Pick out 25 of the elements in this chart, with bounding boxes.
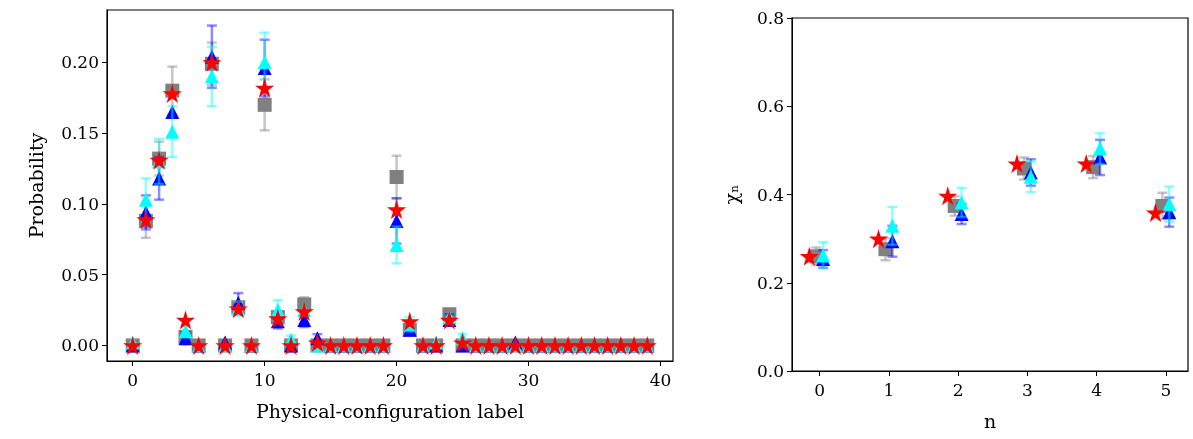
y-tick-label: 0.2 xyxy=(756,272,784,293)
x-axis-title: n xyxy=(983,409,997,432)
x-tick-label: 40 xyxy=(649,369,672,390)
y-tick-label: 0.6 xyxy=(756,96,784,117)
y-axis-title: χₙ xyxy=(719,184,742,205)
x-axis-title: Physical-configuration label xyxy=(255,399,525,422)
y-tick-label: 0.0 xyxy=(756,361,784,381)
x-tick-label: 4 xyxy=(1091,379,1103,400)
y-tick-label: 0.20 xyxy=(61,52,99,73)
y-axis-title: Probability xyxy=(24,132,47,239)
x-tick-label: 20 xyxy=(385,369,408,390)
x-tick-label: 0 xyxy=(814,379,826,400)
x-tick-label: 3 xyxy=(1021,379,1033,400)
x-tick-label: 2 xyxy=(952,379,964,400)
y-tick-label: 0.8 xyxy=(756,8,784,28)
x-tick-label: 10 xyxy=(253,369,276,390)
x-tick-label: 5 xyxy=(1160,379,1172,400)
y-tick-label: 0.10 xyxy=(61,193,99,214)
x-tick-label: 1 xyxy=(883,379,895,400)
y-tick-label: 0.15 xyxy=(61,123,99,144)
y-tick-label: 0.05 xyxy=(61,264,99,285)
x-tick-label: 0 xyxy=(127,369,139,390)
y-tick-label: 0.4 xyxy=(756,184,784,205)
y-tick-label: 0.00 xyxy=(61,335,99,356)
x-tick-label: 30 xyxy=(517,369,540,390)
